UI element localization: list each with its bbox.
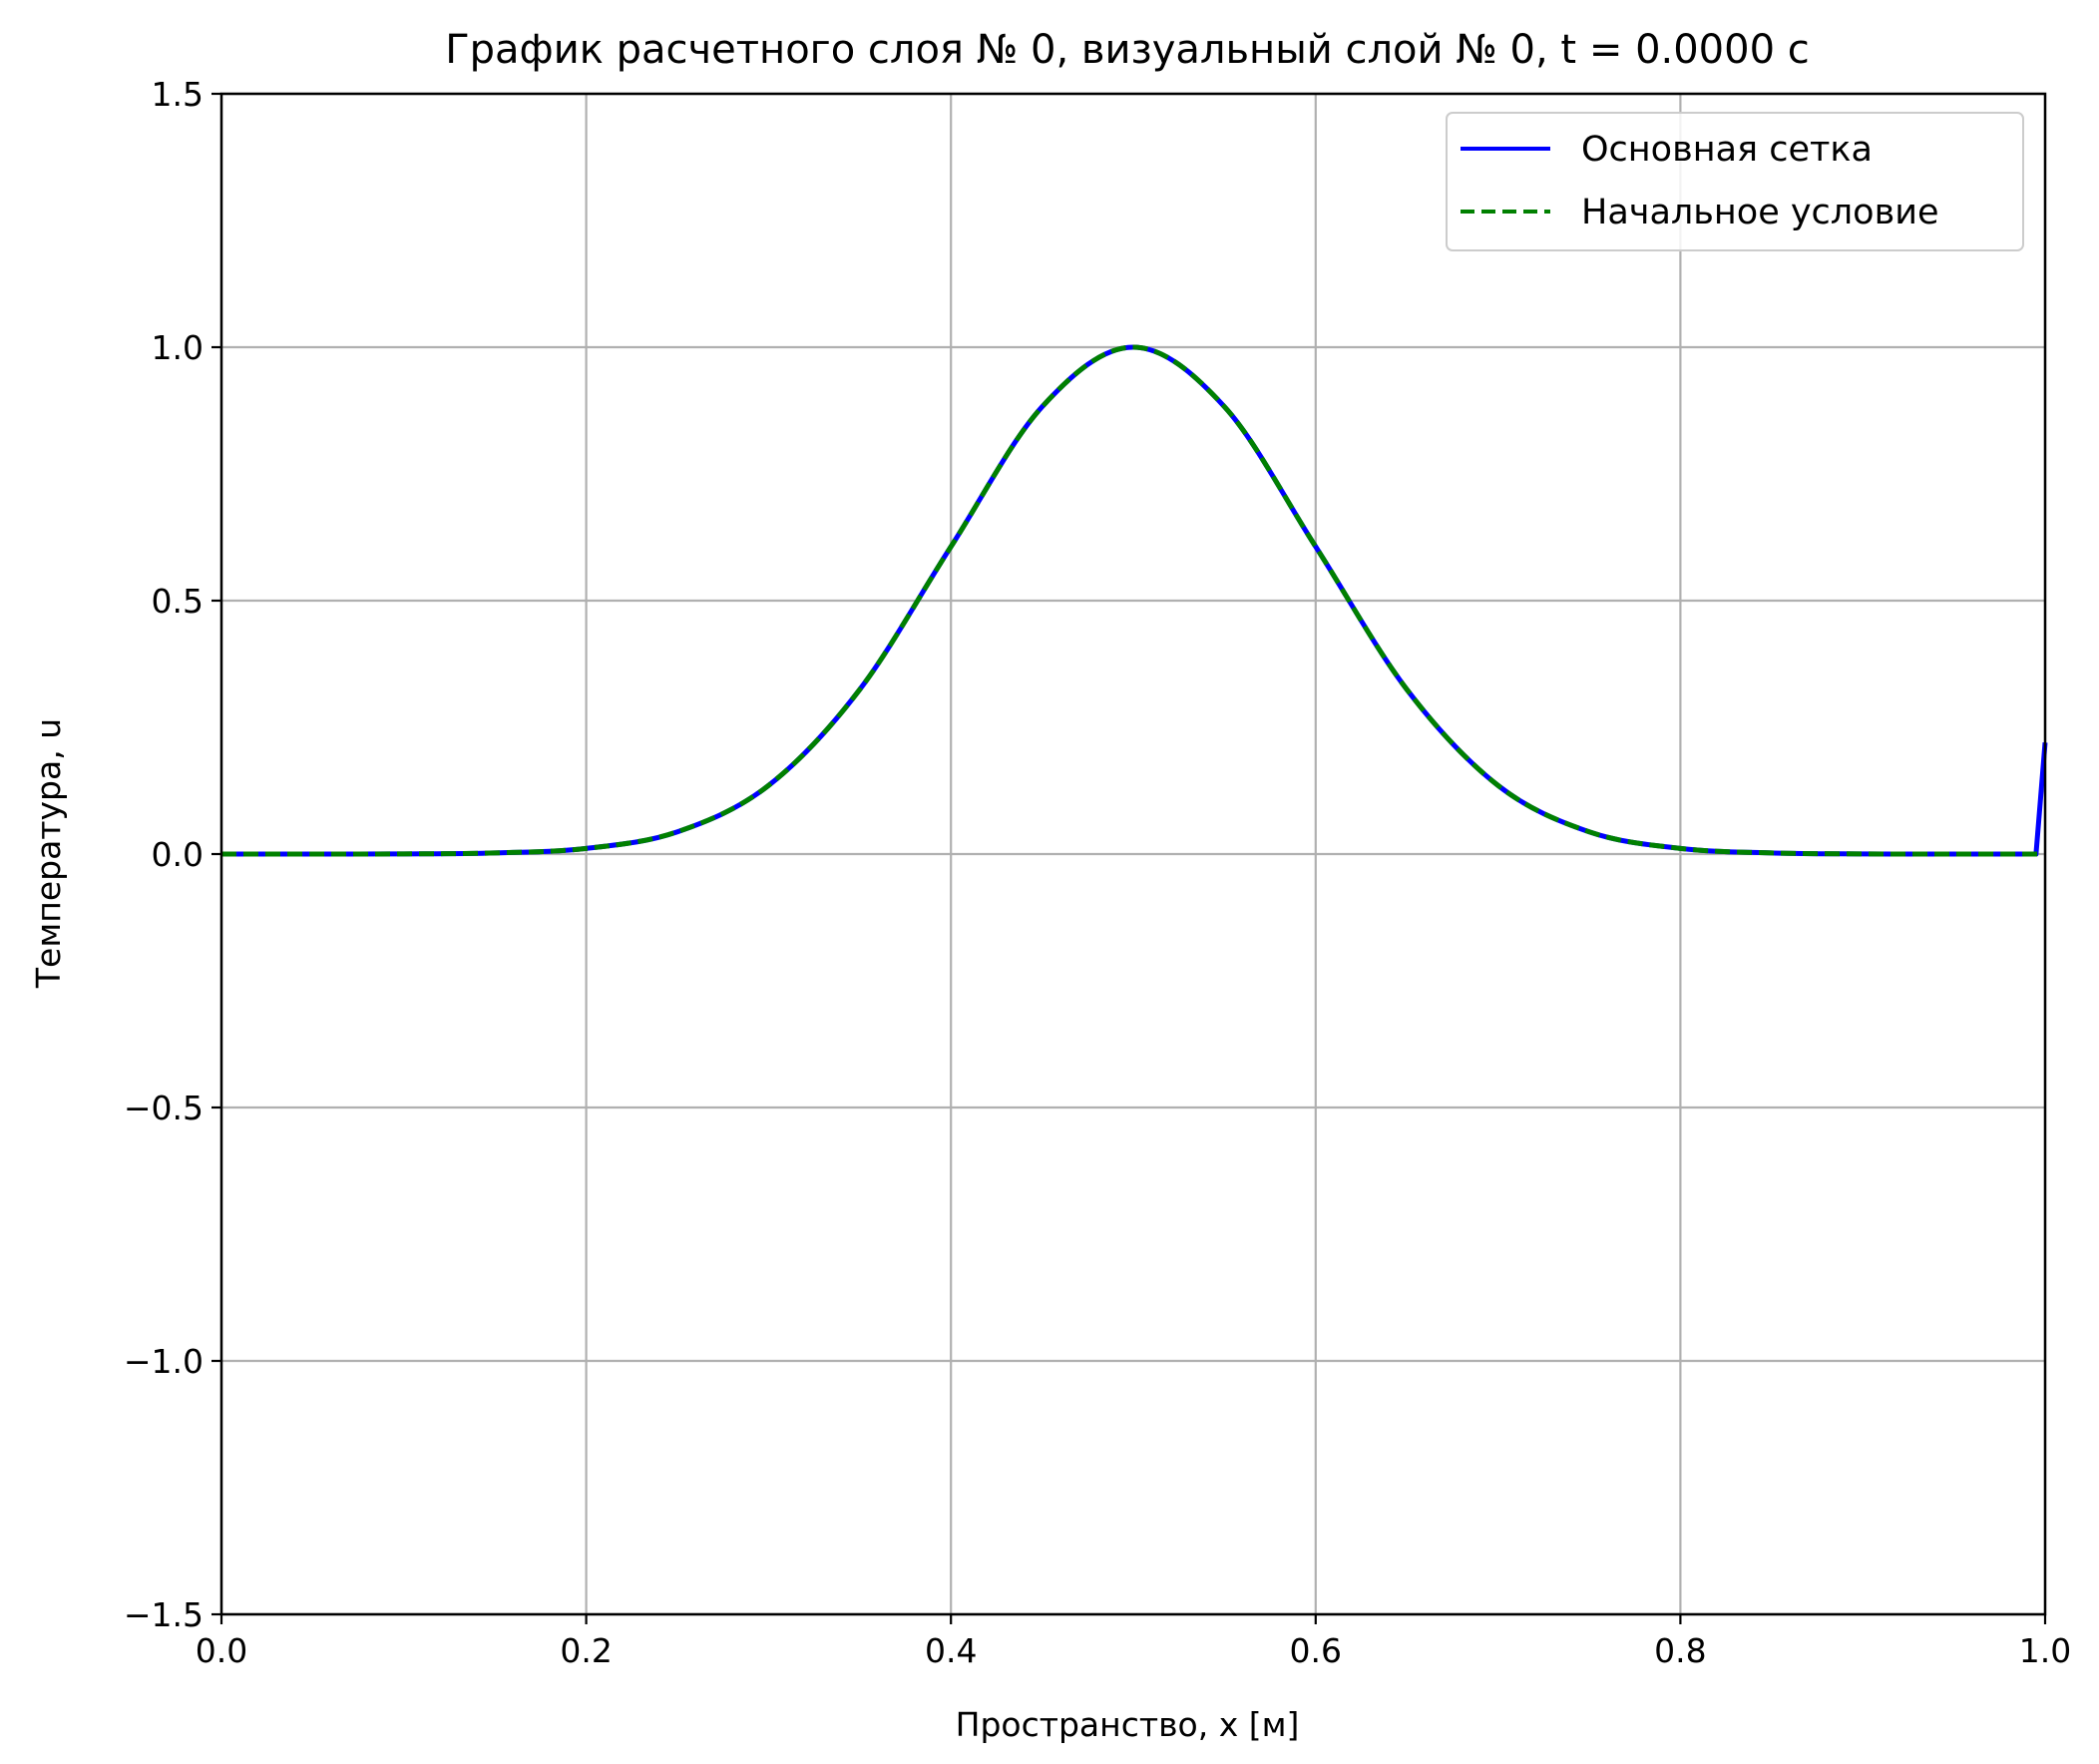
x-axis-label: Пространство, x [м]: [956, 1705, 1300, 1744]
y-tick-label-1: 1.0: [152, 328, 204, 367]
legend-label-initial-condition: Начальное условие: [1581, 193, 1939, 232]
x-tick-label-2: 0.4: [925, 1631, 977, 1670]
x-tick-label-0: 0.0: [196, 1631, 247, 1670]
legend: Основная сетка Начальное условие: [1446, 112, 2024, 251]
x-tick-label-4: 0.8: [1654, 1631, 1706, 1670]
x-tick-label-1: 0.2: [560, 1631, 612, 1670]
ticks-layer: 0.0 0.2 0.4 0.6 0.8 1.0 1.5 1.0 0.5 0.0 −0.5 −1.0 −1…: [124, 75, 2071, 1670]
y-tick-label-4: −0.5: [124, 1089, 204, 1127]
y-tick-label-0: 1.5: [152, 75, 204, 114]
y-tick-label-2: 0.5: [152, 582, 204, 621]
x-tick-label-3: 0.6: [1290, 1631, 1342, 1670]
x-tick-label-5: 1.0: [2019, 1631, 2071, 1670]
legend-box: [1446, 112, 2024, 251]
y-tick-label-5: −1.0: [124, 1342, 204, 1381]
series-layer: [220, 344, 2048, 857]
series-initial-condition: [220, 344, 2046, 857]
chart-title: График расчетного слоя № 0, визуальный с…: [445, 27, 1809, 73]
y-axis-label: Температура, u: [29, 718, 68, 989]
legend-label-main-grid: Основная сетка: [1581, 130, 1873, 170]
y-tick-label-3: 0.0: [152, 835, 204, 874]
y-tick-label-6: −1.5: [124, 1595, 204, 1634]
